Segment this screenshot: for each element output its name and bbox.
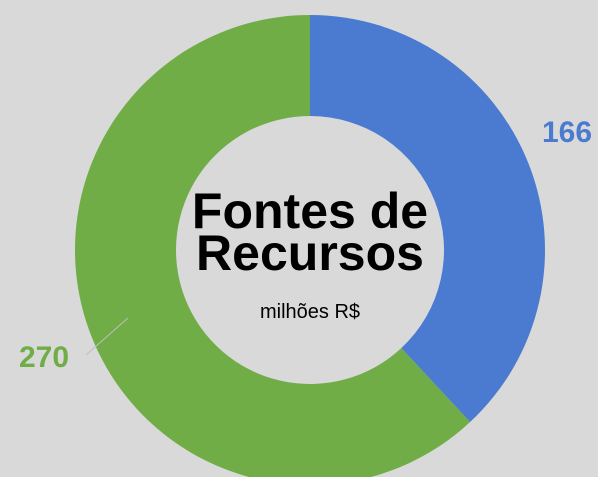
chart-title: Fontes de — [192, 183, 428, 239]
leader-line — [85, 317, 129, 356]
chart-title: Recursos — [196, 225, 424, 281]
data-label: 166 — [542, 116, 592, 149]
donut-slice — [310, 15, 545, 423]
data-label: 270 — [19, 341, 69, 374]
slices — [75, 15, 545, 477]
donut-slice — [75, 15, 471, 477]
chart-subtitle: milhões R$ — [260, 301, 360, 323]
